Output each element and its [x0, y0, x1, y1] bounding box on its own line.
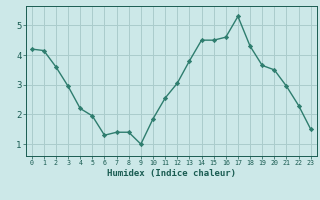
X-axis label: Humidex (Indice chaleur): Humidex (Indice chaleur) [107, 169, 236, 178]
